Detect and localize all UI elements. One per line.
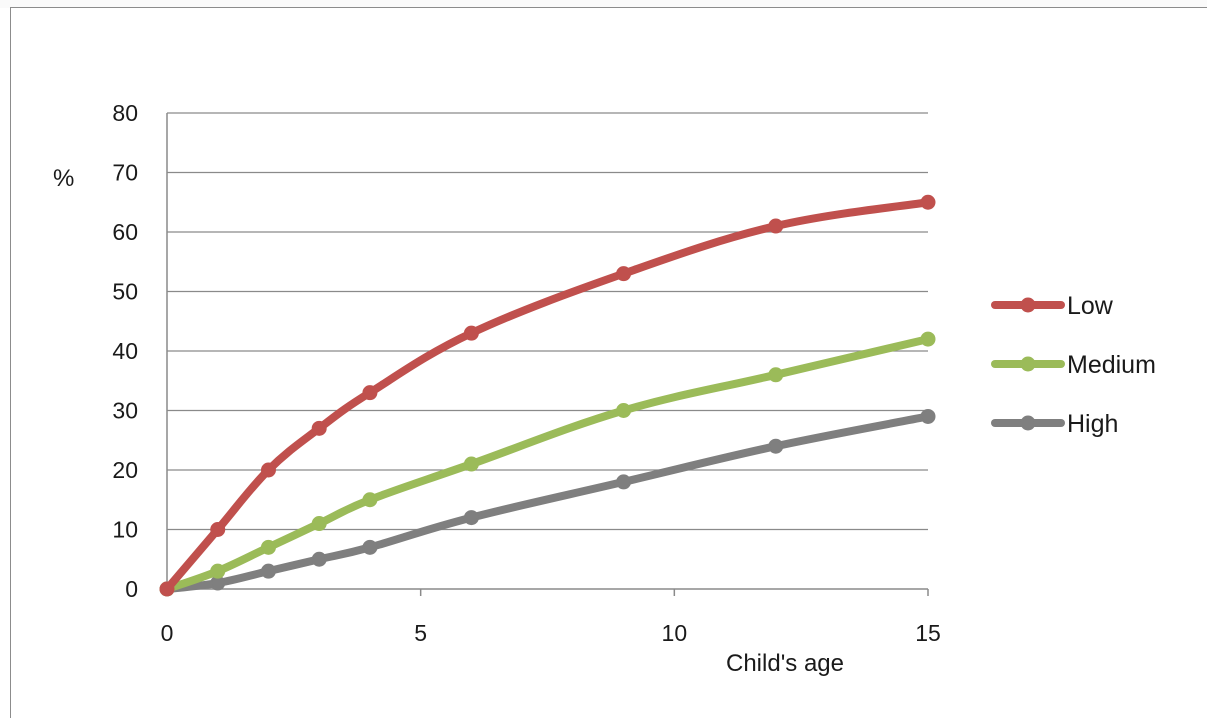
series-low <box>159 194 936 597</box>
cropped-caption-strip <box>0 0 1207 8</box>
y-tick-label: 70 <box>112 160 138 186</box>
x-tick-label: 0 <box>161 620 174 646</box>
y-tick-label: 10 <box>112 517 138 543</box>
y-tick-label: 40 <box>112 338 138 364</box>
legend-label-high: High <box>1067 410 1118 438</box>
data-point-high <box>768 438 784 454</box>
data-point-medium <box>362 492 378 508</box>
data-point-high <box>616 474 632 490</box>
legend: Low Medium High <box>991 292 1156 438</box>
series-medium <box>159 331 936 597</box>
legend-marker-medium <box>1020 356 1036 372</box>
y-tick-label: 20 <box>112 457 138 483</box>
x-tick-label: 10 <box>662 620 688 646</box>
data-point-high <box>311 551 327 567</box>
data-point-low <box>210 522 226 537</box>
legend-label-low: Low <box>1067 292 1114 320</box>
data-point-medium <box>616 403 632 418</box>
data-point-low <box>260 462 276 478</box>
legend-marker-high <box>1020 415 1036 431</box>
data-point-high <box>362 539 378 555</box>
y-tick-label: 0 <box>125 576 138 602</box>
series-line-medium <box>163 335 932 593</box>
data-point-medium <box>920 331 936 347</box>
y-tick-label: 50 <box>112 279 138 305</box>
axes <box>166 113 929 596</box>
data-point-medium <box>463 456 479 472</box>
data-point-medium <box>210 563 226 579</box>
legend-marker-low <box>1020 297 1036 313</box>
gridlines <box>167 112 928 531</box>
x-axis-label: Child's age <box>726 650 844 677</box>
x-tick-label: 5 <box>414 620 427 646</box>
series-line-low <box>163 198 932 593</box>
data-point-low <box>920 194 936 210</box>
tick-labels: 0 10 20 30 40 50 60 70 80 0 5 10 15 <box>112 100 940 646</box>
legend-label-medium: Medium <box>1067 351 1156 379</box>
data-point-high <box>463 510 479 526</box>
data-point-low <box>463 325 479 341</box>
x-tick-label: 15 <box>915 620 941 646</box>
series-line-high <box>163 412 932 593</box>
y-tick-label: 30 <box>112 398 138 424</box>
data-point-medium <box>768 367 784 383</box>
legend-item-medium: Medium <box>991 351 1156 379</box>
legend-item-high: High <box>991 410 1118 438</box>
y-tick-label: 60 <box>112 219 138 245</box>
data-point-low <box>616 266 632 282</box>
legend-item-low: Low <box>991 292 1114 320</box>
series-lines <box>159 194 936 597</box>
data-point-medium <box>260 539 276 555</box>
data-point-medium <box>311 516 327 532</box>
data-point-high <box>920 408 936 424</box>
data-point-high <box>260 563 276 579</box>
y-axis-label: % <box>53 165 74 192</box>
data-point-low <box>362 385 378 401</box>
data-point-low <box>768 218 784 234</box>
y-tick-label: 80 <box>112 100 138 126</box>
data-point-low <box>159 581 175 597</box>
data-point-low <box>311 420 327 436</box>
